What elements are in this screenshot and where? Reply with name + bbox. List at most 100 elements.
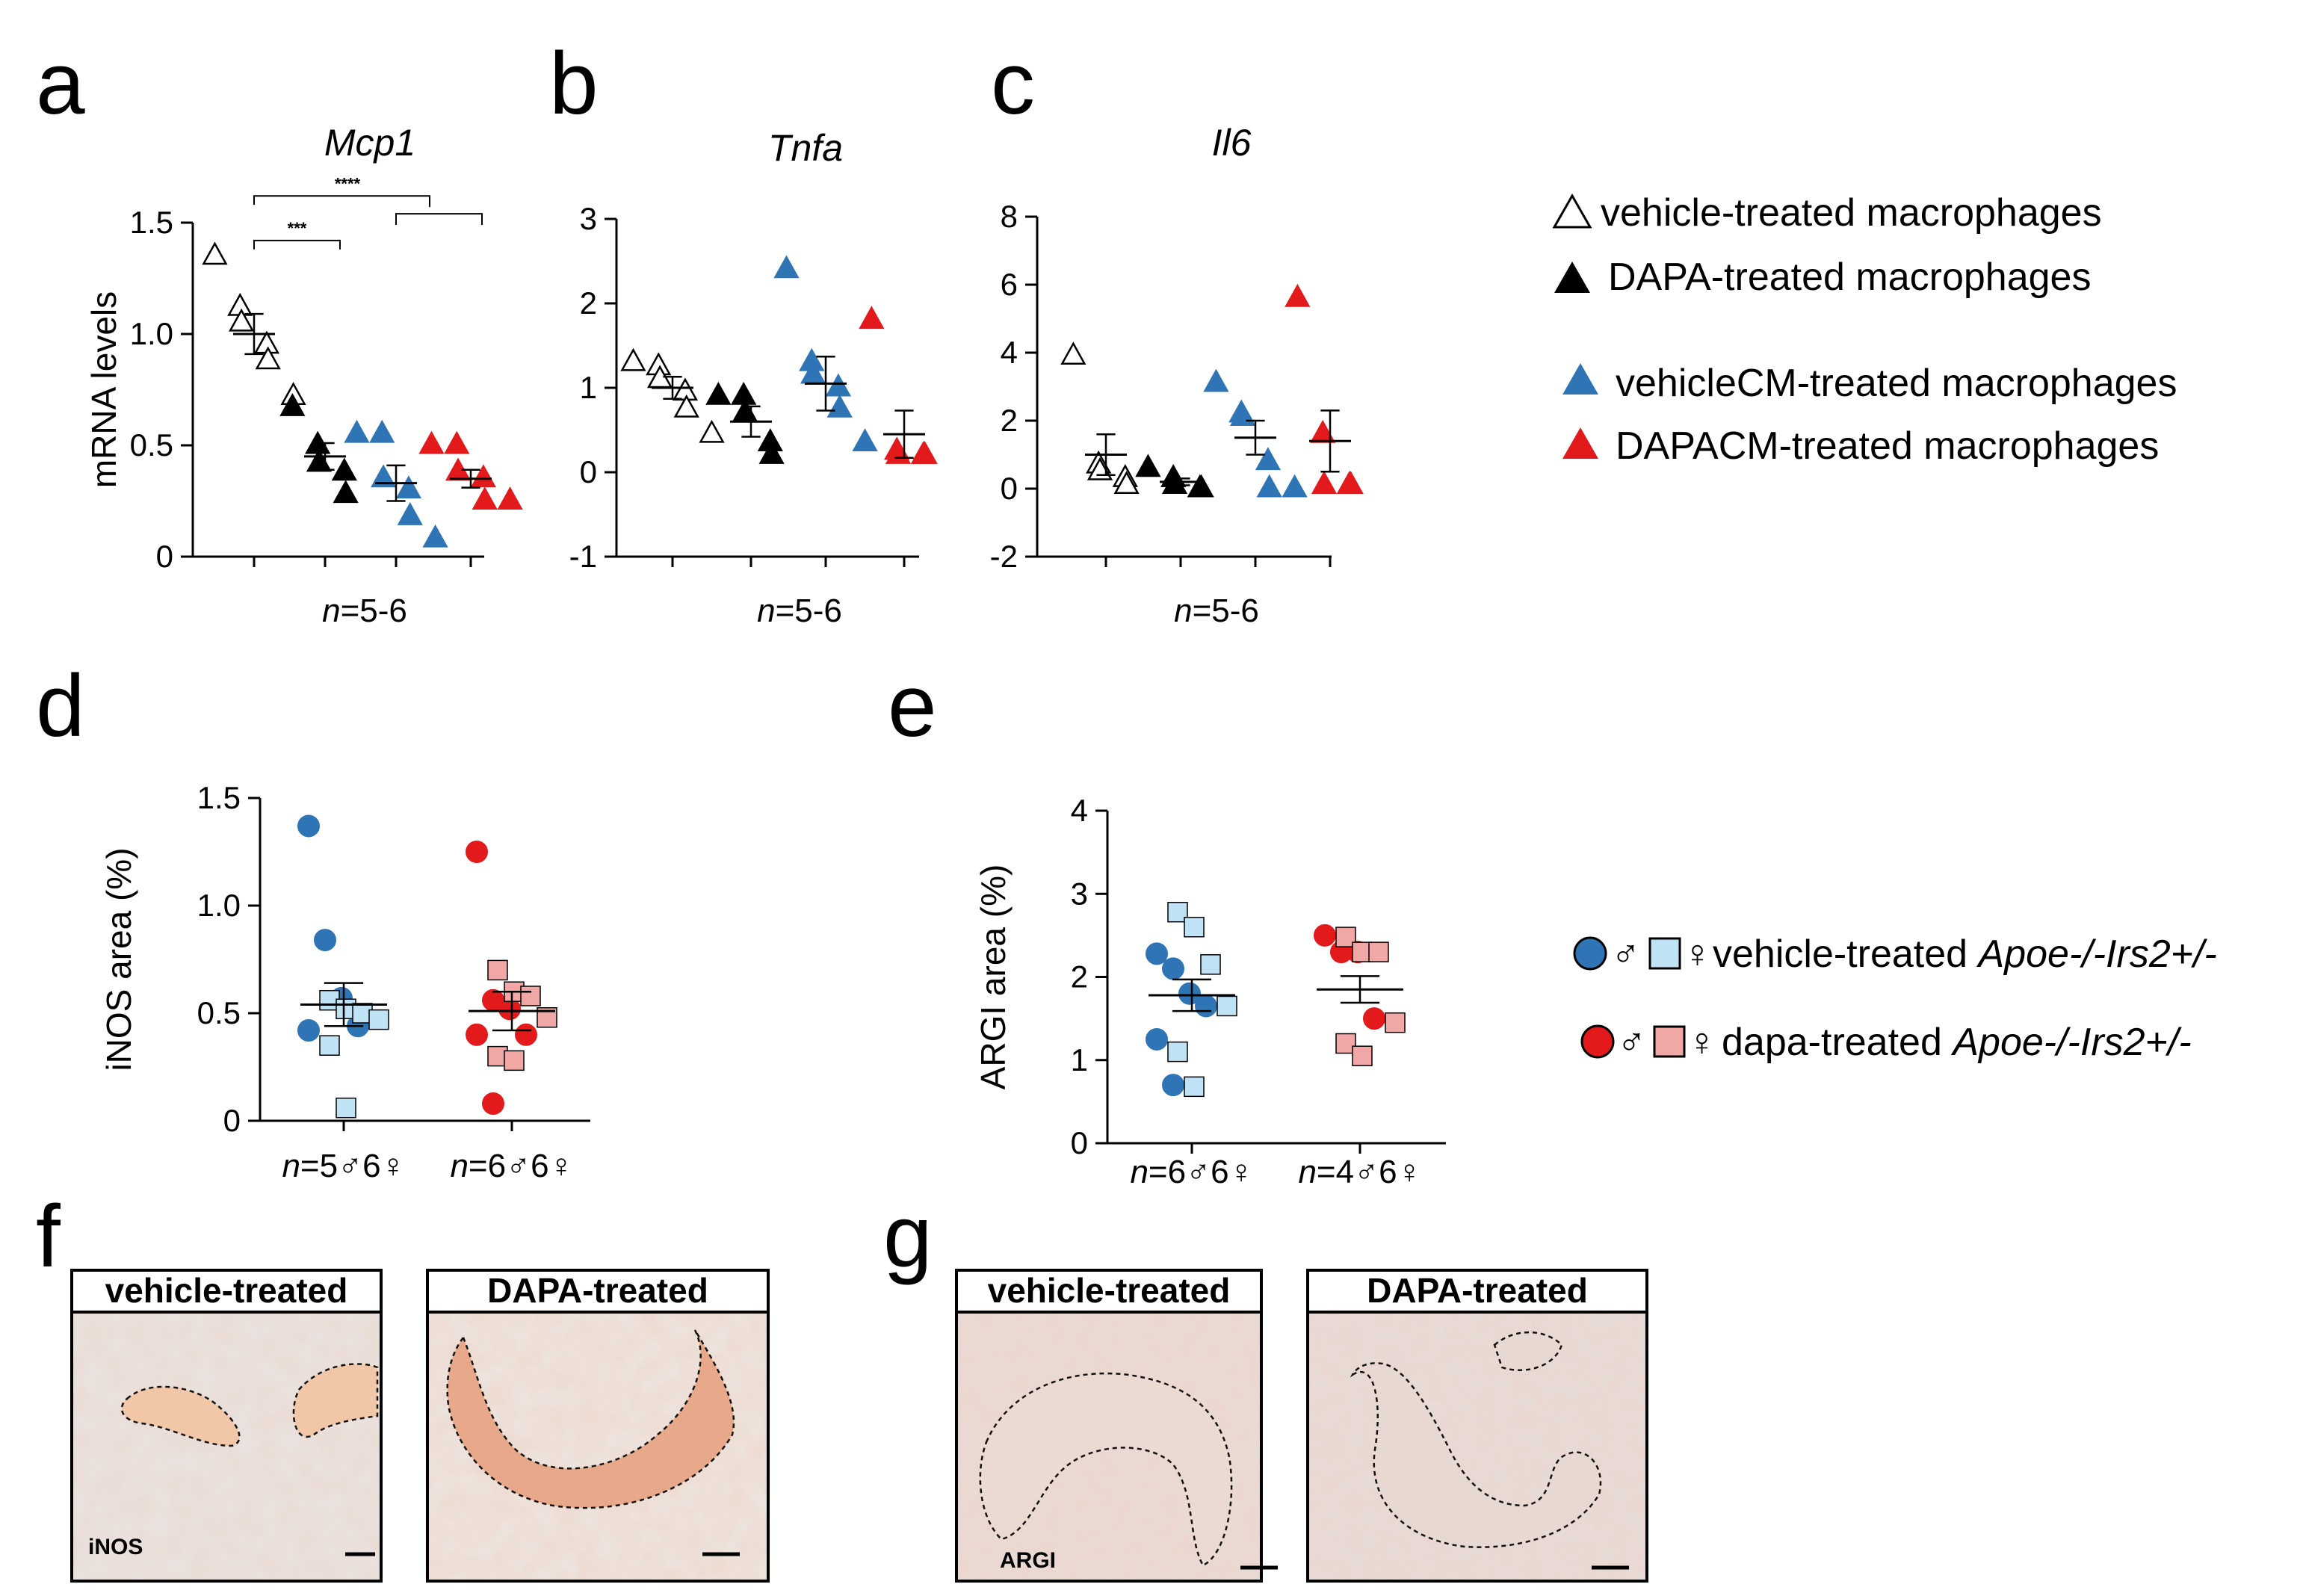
legend-marker-male-dapa	[1580, 1024, 1615, 1059]
panel-letter-b: b	[549, 34, 599, 133]
n-label: n=5-6	[1174, 593, 1259, 629]
micrograph-f-left-title: vehicle-treated	[105, 1271, 348, 1310]
y-tick-label: 2	[1001, 403, 1018, 438]
panel-letter-e: e	[888, 657, 937, 755]
data-point-triangle	[1203, 368, 1229, 392]
n-label: n=5-6	[757, 593, 842, 629]
data-point-triangle	[397, 502, 423, 525]
legend-label-vehicle: vehicle-treated macrophages	[1601, 191, 2102, 235]
y-tick-label: 1.5	[197, 780, 241, 815]
data-point-triangle	[418, 430, 445, 454]
data-point-male	[1314, 924, 1336, 947]
data-point-triangle	[620, 347, 646, 371]
data-point-male	[297, 1019, 320, 1042]
n-label-rest: =5-6	[341, 593, 407, 629]
y-tick-label: 1.0	[197, 888, 241, 923]
data-point-male	[515, 1023, 537, 1046]
y-tick-label: 0	[1001, 471, 1018, 506]
y-tick-label: 1	[580, 370, 597, 405]
y-tick-label: 4	[1071, 793, 1088, 828]
y-tick-label: 0	[223, 1103, 241, 1138]
legend-marker-female-dapa	[1653, 1025, 1686, 1058]
plaque-outline	[1350, 1362, 1602, 1548]
legend-dapa-prefix: dapa-treated	[1722, 1021, 1953, 1064]
micrograph-g: vehicle-treated ARGI DAPA-treated	[955, 1269, 1648, 1583]
data-point-triangle	[472, 486, 498, 510]
chart-il6: -2 0 2 4 6 8 Il6 n=5-6	[990, 122, 1364, 629]
plaque-outline	[1493, 1331, 1563, 1371]
legend-female-symbol-dapa: ♀	[1687, 1021, 1716, 1064]
legend-label-vehicle-mice: vehicle-treated Apoe-/-Irs2+/-	[1713, 932, 2217, 976]
data-point-triangle	[859, 306, 885, 330]
legend-label-dapacm: DAPACM-treated macrophages	[1616, 424, 2159, 468]
data-point-triangle	[228, 308, 255, 332]
significance-bracket	[395, 213, 483, 225]
legend-male-symbol-vehicle: ♂	[1611, 932, 1640, 976]
data-point-female	[520, 986, 541, 1006]
legend-marker-dapacm	[1562, 427, 1598, 459]
y-tick-label: 0.5	[197, 995, 241, 1030]
micrograph-title-box	[955, 1269, 1263, 1314]
data-point-female	[1217, 995, 1237, 1017]
data-point-triangle	[470, 464, 497, 488]
micrograph-f-right-title: DAPA-treated	[487, 1271, 708, 1310]
data-point-female	[1184, 917, 1205, 938]
y-axis-label: mRNA levels	[84, 291, 123, 488]
panel-letter-a: a	[36, 34, 85, 133]
y-tick-label: 4	[1001, 335, 1018, 370]
n-label: n=5♂6♀	[282, 1148, 405, 1184]
y-tick-label: 1	[1071, 1042, 1088, 1077]
data-point-triangle	[672, 377, 699, 401]
data-point-triangle	[1338, 471, 1364, 494]
data-point-triangle	[331, 457, 357, 481]
n-label-rest: =5-6	[1193, 593, 1259, 629]
n-label-n: n	[1298, 1154, 1316, 1190]
data-point-male	[1162, 957, 1184, 980]
data-point-male	[1146, 942, 1168, 965]
y-tick-label: 0	[580, 454, 597, 489]
data-point-female	[1368, 941, 1389, 962]
data-point-male	[297, 814, 320, 838]
legend-mice: ♂ ♀ vehicle-treated Apoe-/-Irs2+/- ♂ ♀ d…	[1573, 932, 2217, 1064]
plaque-outline	[446, 1329, 735, 1509]
data-point-triangle	[773, 255, 800, 279]
data-point-triangle	[344, 419, 370, 443]
legend-marker-vehicle	[1552, 193, 1592, 229]
chart-title: Tnfa	[768, 127, 843, 169]
data-point-triangle	[497, 486, 523, 510]
data-point-female	[1385, 1012, 1406, 1033]
data-point-male	[1146, 1027, 1168, 1051]
data-point-male	[1195, 995, 1217, 1018]
n-label-n: n	[1130, 1154, 1148, 1190]
n-label-n: n	[282, 1148, 300, 1184]
panel-letter-g: g	[883, 1187, 933, 1286]
n-label-n: n	[322, 593, 340, 629]
data-point-male	[1162, 1074, 1184, 1097]
plaque-outline	[979, 1372, 1233, 1567]
plaque-outline	[120, 1385, 241, 1447]
y-axis-label: iNOS area (%)	[99, 847, 138, 1071]
data-point-triangle	[852, 428, 878, 451]
micrograph-title-box	[426, 1269, 770, 1314]
micrograph-f-stain: iNOS	[88, 1535, 143, 1559]
panel-letter-c: c	[991, 34, 1035, 133]
y-tick-label: 3	[1071, 876, 1088, 911]
legend-label-vehiclecm: vehicleCM-treated macrophages	[1616, 362, 2177, 405]
data-point-triangle	[1311, 471, 1338, 494]
data-point-triangle	[705, 381, 732, 405]
data-point-triangle	[444, 430, 470, 454]
y-tick-label: -1	[569, 539, 597, 574]
chart-tnfa: -1 0 1 2 3 Tnfa n=5-6	[569, 127, 938, 629]
y-tick-label: 6	[1001, 267, 1018, 302]
legend-female-symbol-vehicle: ♀	[1683, 932, 1712, 976]
data-point-triangle	[1060, 341, 1086, 365]
data-point-male	[1178, 982, 1201, 1005]
data-point-triangle	[1255, 447, 1282, 471]
n-label-rest: =6♂6♀	[1149, 1154, 1254, 1190]
legend-marker-male-vehicle	[1573, 936, 1607, 971]
n-label-rest: =4♂6♀	[1317, 1154, 1422, 1190]
data-point-triangle	[699, 419, 725, 443]
chart-title: Il6	[1212, 122, 1252, 164]
